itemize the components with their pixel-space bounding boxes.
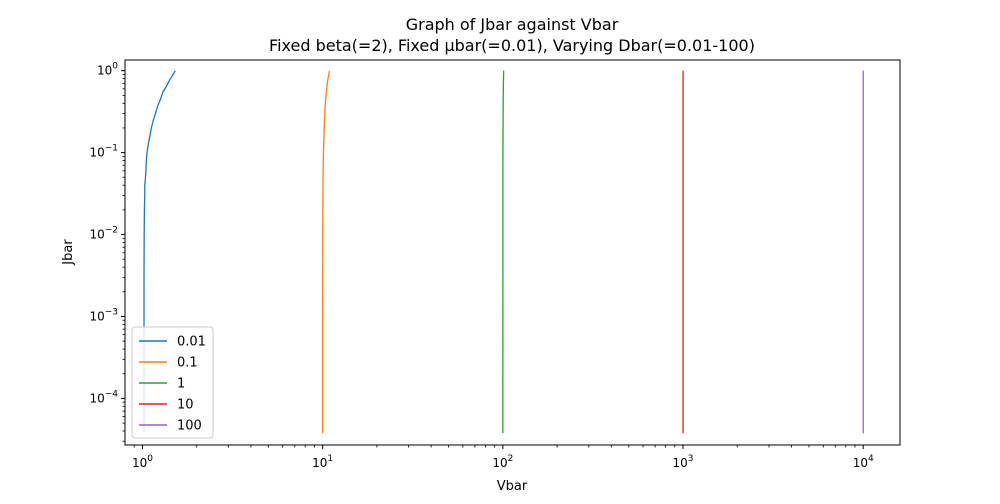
plot-area (125, 60, 900, 445)
x-tick-label: 102 (492, 454, 513, 470)
x-tick-label: 104 (853, 454, 874, 470)
series-line-1 (503, 71, 504, 434)
y-axis-ticks: 10−4 10−3 10−2 10−1 100 (89, 62, 125, 406)
chart-title: Graph of Jbar against Vbar (406, 15, 619, 34)
x-tick-label: 101 (312, 454, 333, 470)
y-tick-label: 10−4 (89, 389, 118, 405)
x-tick-label: 103 (673, 454, 694, 470)
y-tick-label: 100 (97, 62, 118, 78)
y-tick-label: 10−3 (89, 307, 118, 323)
legend-label: 0.01 (177, 335, 206, 350)
chart-subtitle: Fixed beta(=2), Fixed μbar(=0.01), Varyi… (269, 36, 755, 55)
legend: 0.01 0.1 1 10 100 (132, 327, 213, 438)
x-axis-label: Vbar (497, 479, 528, 494)
legend-label: 100 (177, 419, 202, 434)
legend-label: 1 (177, 377, 185, 392)
y-tick-label: 10−1 (89, 144, 118, 160)
y-axis-label: Jbar (61, 239, 76, 266)
x-axis-ticks: 100 101 102 103 104 (132, 445, 874, 470)
legend-label: 10 (177, 398, 194, 413)
x-tick-label: 100 (132, 454, 153, 470)
legend-label: 0.1 (177, 356, 198, 371)
y-tick-label: 10−2 (89, 226, 118, 242)
